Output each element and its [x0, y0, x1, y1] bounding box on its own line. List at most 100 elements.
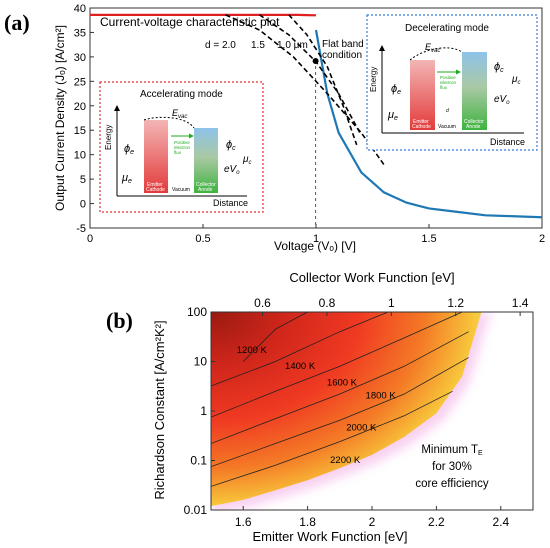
dec-ev: eVo	[494, 94, 510, 106]
flat-band-point	[312, 58, 319, 64]
a-ytick-label: 15	[74, 125, 86, 137]
acc-collector-block	[194, 128, 218, 193]
a-xtick-label: 0.5	[195, 233, 210, 245]
panel-a-xlabel: Voltage (Vₒ) [V]	[274, 239, 356, 253]
b-xtick-label: 2.2	[428, 515, 445, 529]
a-series-4	[288, 14, 358, 146]
accelerating-inset: Accelerating mode Energy Distance Evac ϕ…	[99, 81, 264, 213]
dec-phi-c: ϕc	[494, 61, 504, 74]
acc-flux-3: flux	[174, 150, 182, 155]
b-ytick-label: 10	[194, 355, 208, 369]
contour-3	[211, 331, 469, 444]
decelerating-inset-frame	[366, 14, 538, 151]
contour-5	[211, 390, 453, 487]
dec-energy-label: Energy	[369, 67, 378, 92]
b-xtick-label: 1.6	[235, 515, 252, 529]
contour-label: 1800 K	[366, 390, 397, 401]
dec-collector-1: Collector	[464, 119, 484, 125]
b-x2tick-label: 0.8	[319, 296, 336, 310]
contour-0	[242, 312, 308, 362]
acc-flux-2: electron	[174, 145, 191, 150]
a-ytick-label: 35	[74, 27, 86, 39]
contour-label: 1600 K	[327, 377, 358, 388]
panel-b-chart: Collector Work Function [eV] 1.6 1.8 2 2.2 2…	[152, 270, 534, 544]
b-xtick-label: 2	[369, 515, 376, 529]
acc-evac-curve	[143, 116, 195, 129]
b-xtick-label: 1.8	[299, 515, 316, 529]
legend-line-1: Minimum TE	[421, 444, 483, 457]
acc-evac: Evac	[172, 108, 187, 120]
acc-phi-c: ϕc	[226, 139, 236, 152]
panel-a-title: Current-voltage characteristic plot	[100, 15, 280, 29]
b-ytick-label: 1	[200, 404, 207, 418]
panel-a-chart: Current-voltage characteristic plot -505…	[53, 3, 545, 253]
a-ytick-label: 5	[80, 174, 86, 186]
a-ytick-label: 25	[74, 76, 86, 88]
a-xtick-label: 2	[539, 233, 545, 245]
contour-1	[211, 312, 389, 387]
acc-mu-e: μe	[121, 172, 132, 185]
a-ytick-label: 0	[80, 199, 86, 211]
b-ytick-label: 0.01	[184, 503, 208, 517]
b-ytick-label: 0.1	[190, 454, 207, 468]
d-label-1: 1.0 μm	[277, 40, 308, 51]
accelerating-inset-frame	[99, 81, 264, 213]
dec-flux-2: electron	[440, 80, 457, 85]
contour-4	[211, 357, 469, 468]
a-ytick-label: 20	[74, 101, 86, 113]
a-xtick-label: 0	[87, 233, 93, 245]
flat-band-label-1: Flat band	[322, 39, 364, 50]
acc-phi-e: ϕe	[124, 143, 134, 156]
panel-b-label: (b)	[106, 308, 133, 333]
dec-d: d	[446, 108, 449, 114]
panel-a-label: (a)	[4, 10, 30, 35]
dec-emitter-2: Cathode	[412, 124, 431, 130]
accelerating-inset-title: Accelerating mode	[140, 89, 223, 100]
dec-mu-e: μe	[387, 109, 398, 122]
contour-label: 2200 K	[330, 455, 361, 466]
dec-emitter-block	[410, 60, 435, 130]
dec-phi-e: ϕe	[391, 83, 401, 96]
dec-flux-3: flux	[440, 85, 448, 90]
acc-flux-1: Positive	[174, 140, 190, 145]
acc-collector-2: Anode	[198, 187, 213, 193]
d-label-2: d = 2.0	[205, 40, 236, 51]
a-ytick-label: 30	[74, 52, 86, 64]
acc-collector-1: Collector	[196, 182, 216, 188]
dec-evac: Evac	[425, 42, 440, 54]
b-ytick-label: 100	[187, 305, 207, 319]
legend-line-3: core efficiency	[415, 478, 489, 490]
acc-vacuum: Vacuum	[172, 187, 190, 193]
acc-emitter-block	[144, 120, 168, 193]
a-series-1	[314, 29, 543, 219]
a-ytick-label: 10	[74, 150, 86, 162]
dec-emitter-1: Emitter	[413, 119, 429, 125]
panel-b-ylabel: Richardson Constant [A/cm²K²]	[152, 320, 167, 499]
a-ytick-label: 40	[74, 3, 86, 15]
acc-mu-c: μc	[242, 154, 251, 166]
acc-emitter-1: Emitter	[147, 182, 163, 188]
a-ytick-label: -5	[76, 223, 86, 235]
b-x2tick-label: 1.4	[512, 296, 529, 310]
a-xtick-label: 1	[313, 233, 319, 245]
decelerating-inset-title: Decelerating mode	[405, 23, 489, 34]
panel-b-xlabel: Emitter Work Function [eV]	[252, 529, 407, 544]
dec-collector-block	[462, 52, 487, 130]
a-xtick-label: 1.5	[421, 233, 436, 245]
contour-label: 2000 K	[346, 423, 377, 434]
acc-distance-label: Distance	[213, 198, 248, 208]
a-series-2	[225, 14, 385, 165]
dec-collector-2: Anode	[466, 124, 481, 130]
acc-ev: eVo	[224, 164, 240, 176]
dec-mu-c: μc	[511, 74, 520, 86]
dec-vacuum: Vacuum	[438, 124, 456, 130]
contour-label: 1200 K	[237, 345, 268, 356]
decelerating-inset: Decelerating mode Energy Distance Evac ϕ…	[366, 14, 538, 151]
acc-emitter-2: Cathode	[146, 187, 165, 193]
legend-line-2: for 30%	[432, 461, 472, 473]
dec-distance-label: Distance	[490, 137, 525, 147]
b-x2tick-label: 0.6	[254, 296, 271, 310]
flat-band-label-2: condition	[322, 50, 362, 61]
b-x2tick-label: 1	[388, 296, 395, 310]
dec-flux-1: Positive	[440, 75, 456, 80]
